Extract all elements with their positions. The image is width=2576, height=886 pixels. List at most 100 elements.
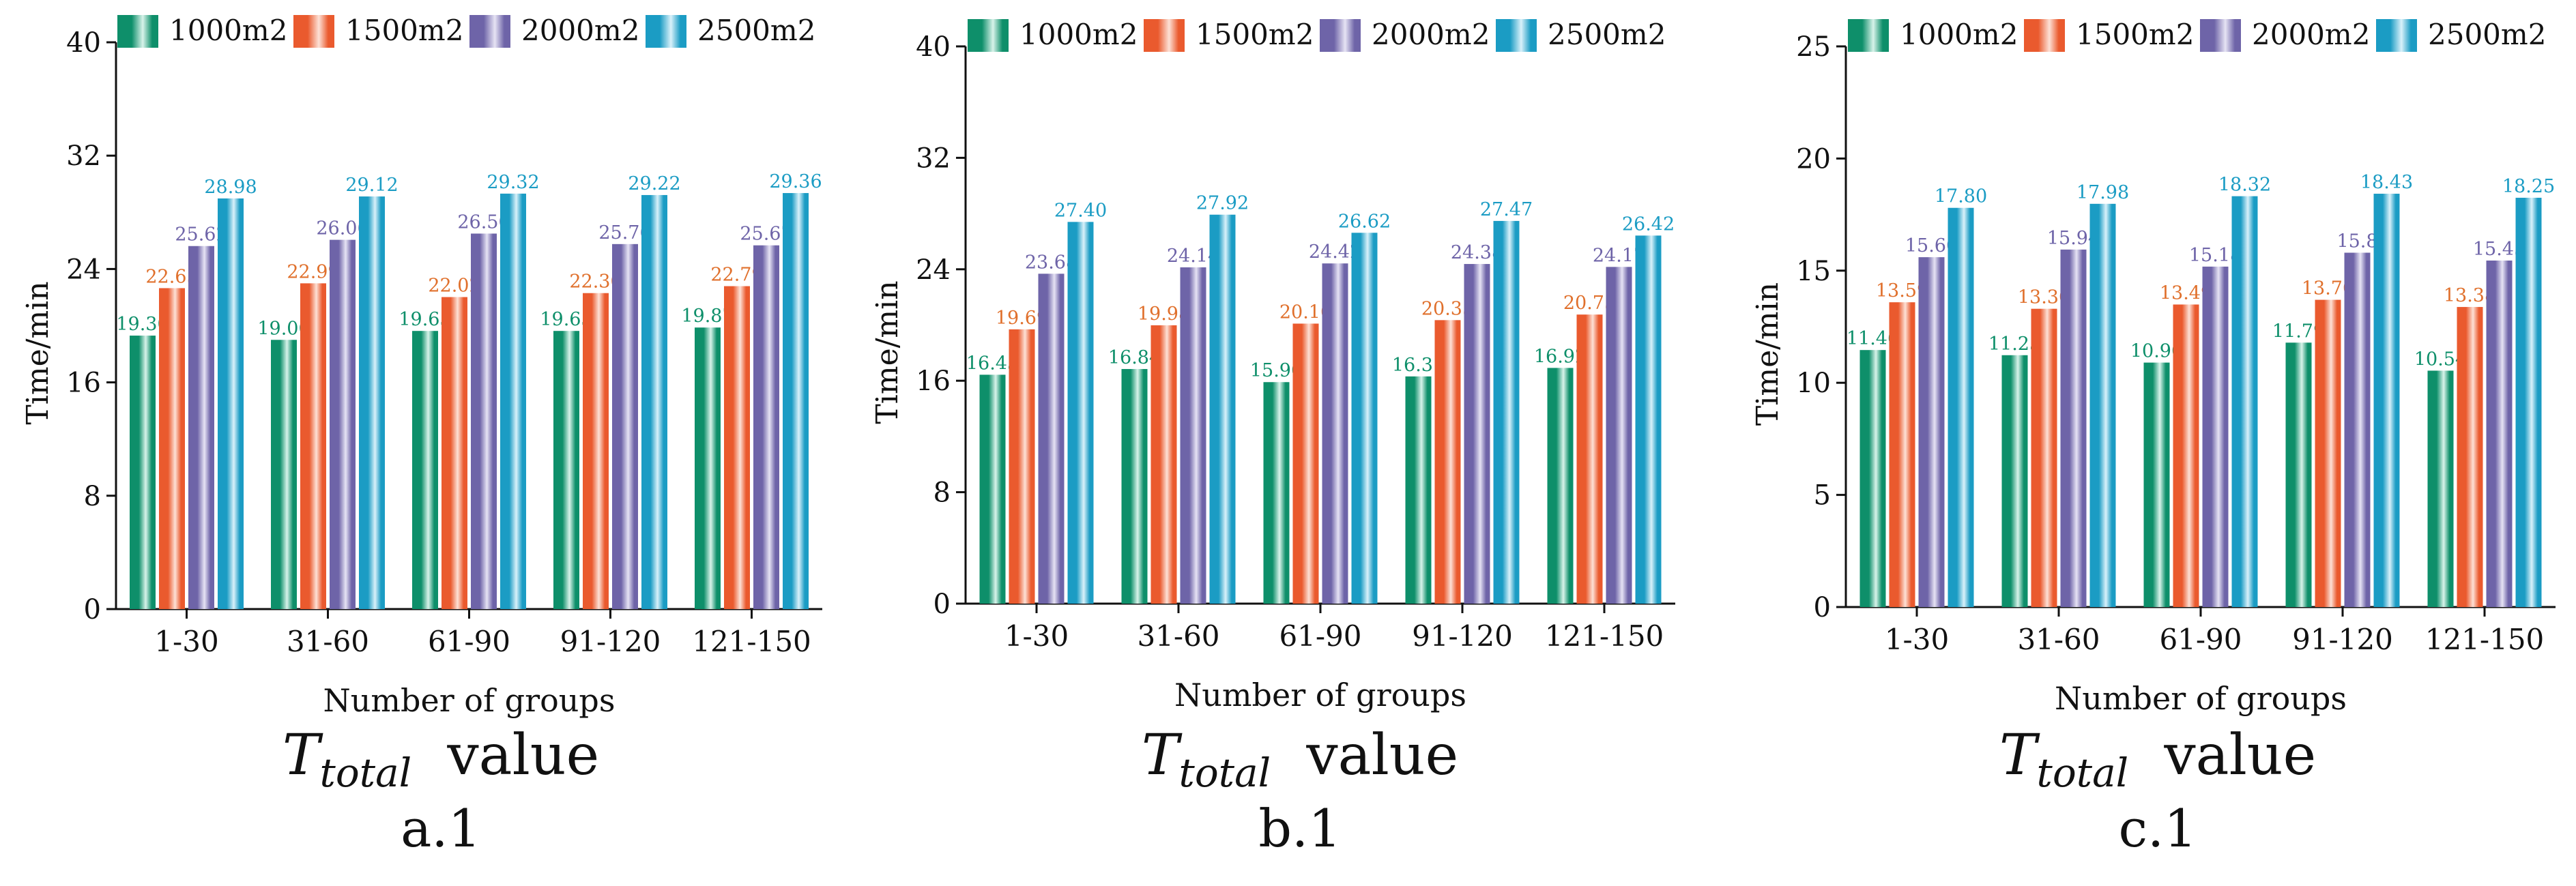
- legend-label: 2500m2: [697, 14, 815, 47]
- y-tick-label: 0: [934, 589, 951, 620]
- bar-1500m2-31-60: [1150, 325, 1177, 604]
- y-tick-label: 40: [66, 27, 101, 59]
- bar-2000m2-121-150: [753, 245, 779, 609]
- x-tick-label: 1-30: [1885, 623, 1949, 656]
- bar-2500m2-61-90: [500, 193, 526, 609]
- legend-label: 1000m2: [1019, 18, 1138, 51]
- y-tick-label: 24: [916, 254, 951, 286]
- bar-1500m2-91-120: [1434, 320, 1461, 604]
- bar-1000m2-61-90: [412, 331, 438, 609]
- x-tick-label: 1-30: [154, 625, 218, 658]
- data-label: 15.8: [2336, 231, 2377, 252]
- caption-variable-b: T: [1141, 723, 1179, 788]
- data-label: 18.43: [2360, 172, 2413, 193]
- legend-swatch: [2376, 19, 2417, 52]
- data-label: 29.12: [345, 175, 398, 196]
- legend-swatch: [2024, 19, 2065, 52]
- y-tick-label: 40: [916, 31, 951, 63]
- bar-2500m2-61-90: [2231, 196, 2258, 607]
- caption-label-c: c.1: [2118, 798, 2197, 859]
- bar-1500m2-31-60: [2031, 308, 2057, 607]
- bar-2000m2-121-150: [2486, 261, 2513, 607]
- bar-2500m2-91-120: [641, 194, 667, 610]
- bar-1500m2-31-60: [300, 283, 326, 609]
- bar-2500m2-1-30: [1067, 222, 1094, 604]
- chart-c: 0510152025Time/min1-3011.4613.5915.6017.…: [1750, 18, 2556, 717]
- legend-swatch: [469, 15, 510, 48]
- y-axis-label: Time/min: [870, 280, 905, 424]
- bar-2500m2-31-60: [1209, 214, 1236, 604]
- legend-label: 2000m2: [2252, 18, 2370, 51]
- x-tick-label: 91-120: [560, 625, 661, 658]
- y-tick-label: 0: [1814, 592, 1831, 623]
- y-tick-label: 32: [66, 141, 101, 172]
- bar-2500m2-31-60: [2089, 203, 2116, 607]
- x-tick-label: 1-30: [1004, 619, 1069, 653]
- legend-swatch: [1144, 19, 1185, 52]
- bar-1000m2-91-120: [1405, 376, 1432, 604]
- caption-variable-c: T: [1999, 723, 2037, 788]
- y-tick-label: 25: [1796, 31, 1831, 63]
- caption-value-word-c: value: [2164, 723, 2317, 788]
- bar-2500m2-91-120: [2373, 194, 2400, 607]
- bar-2000m2-61-90: [471, 233, 497, 609]
- x-tick-label: 31-60: [287, 625, 369, 658]
- bar-1500m2-121-150: [724, 286, 750, 609]
- data-label: 28.98: [204, 177, 257, 198]
- legend-label: 2000m2: [521, 14, 639, 47]
- x-tick-label: 121-150: [1545, 619, 1664, 653]
- bar-2000m2-1-30: [188, 246, 214, 609]
- y-tick-label: 8: [84, 481, 101, 512]
- caption-title-c: Ttotal value: [1851, 723, 2465, 796]
- bar-1000m2-1-30: [979, 374, 1006, 604]
- legend-swatch: [2200, 19, 2241, 52]
- chart-a: 0816243240Time/min1-3019.3022.6525.6228.…: [20, 14, 822, 719]
- data-label: 29.22: [628, 173, 680, 194]
- y-tick-label: 16: [916, 366, 951, 397]
- y-axis-label: Time/min: [1750, 282, 1785, 426]
- y-tick-label: 24: [66, 254, 101, 285]
- legend-label: 2500m2: [1548, 18, 1666, 51]
- bar-2500m2-121-150: [2515, 197, 2542, 607]
- caption-title-a: Ttotal value: [134, 723, 748, 796]
- bar-1500m2-1-30: [159, 288, 185, 609]
- bar-1000m2-31-60: [2001, 355, 2028, 607]
- bar-1000m2-1-30: [1859, 350, 1886, 607]
- bar-1500m2-1-30: [1889, 302, 1915, 607]
- legend-swatch: [1848, 19, 1889, 52]
- x-axis-label: Number of groups: [1174, 677, 1466, 713]
- y-tick-label: 32: [916, 143, 951, 174]
- bar-1000m2-61-90: [2143, 362, 2170, 607]
- legend-label: 2000m2: [1372, 18, 1490, 51]
- bar-2500m2-1-30: [1948, 207, 1974, 608]
- bar-2000m2-61-90: [2202, 266, 2229, 607]
- x-tick-label: 91-120: [2292, 623, 2393, 656]
- data-label: 29.32: [487, 172, 539, 193]
- data-label: 17.80: [1935, 186, 1987, 207]
- data-label: 26.42: [1622, 213, 1675, 235]
- x-tick-label: 61-90: [428, 625, 510, 658]
- bar-2500m2-31-60: [359, 196, 385, 610]
- bar-2500m2-121-150: [783, 193, 809, 609]
- bar-2500m2-91-120: [1493, 220, 1520, 604]
- legend-swatch: [968, 19, 1009, 52]
- caption-variable-a: T: [282, 723, 320, 788]
- bar-1500m2-61-90: [442, 297, 467, 609]
- data-label: 27.40: [1054, 200, 1107, 221]
- caption-label-a: a.1: [401, 798, 481, 859]
- bar-1000m2-121-150: [2427, 370, 2454, 607]
- legend-label: 2500m2: [2428, 18, 2546, 51]
- bar-1500m2-1-30: [1009, 329, 1035, 604]
- caption-title-b: Ttotal value: [993, 723, 1607, 796]
- legend-label: 1500m2: [1196, 18, 1314, 51]
- bar-2000m2-31-60: [330, 239, 356, 609]
- caption-label-b: b.1: [1258, 798, 1342, 859]
- bar-2500m2-1-30: [218, 198, 244, 609]
- caption-subscript-a: total: [319, 750, 412, 796]
- x-tick-label: 61-90: [1279, 619, 1361, 653]
- y-tick-label: 20: [1796, 143, 1831, 175]
- x-tick-label: 61-90: [2159, 623, 2242, 656]
- caption-subscript-b: total: [1178, 750, 1271, 796]
- bar-1000m2-121-150: [695, 327, 721, 609]
